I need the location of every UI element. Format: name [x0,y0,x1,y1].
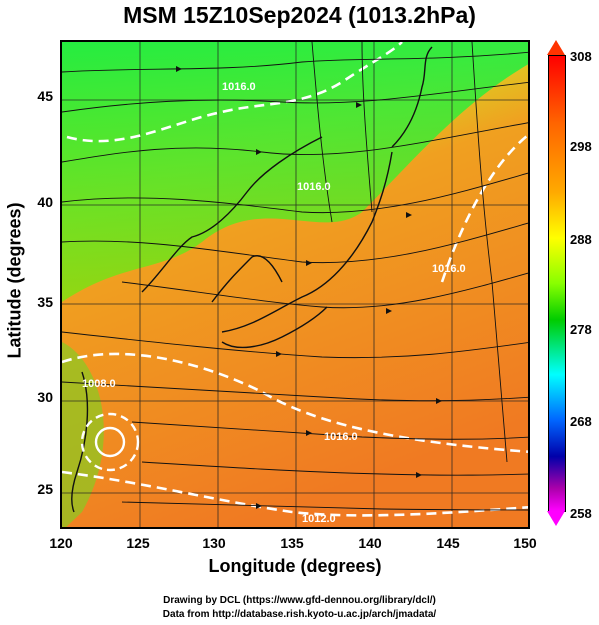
y-tick-label: 40 [37,194,53,210]
graticule [62,42,528,527]
map-canvas: 1016.0 1016.0 1012.0 1008.0 1016.0 1016.… [62,42,528,527]
colorbar-tick-label: 298 [570,139,592,154]
cool-airmass [62,42,528,302]
chart-title: MSM 15Z10Sep2024 (1013.2hPa) [123,2,476,28]
x-tick-label: 150 [513,535,537,551]
colorbar [548,55,566,512]
isobar-label: 1016.0 [432,263,466,275]
y-tick-label: 30 [37,389,53,405]
y-tick-label: 25 [37,481,53,497]
isobar-label: 1016.0 [297,181,331,193]
x-tick-label: 130 [202,535,226,551]
colorbar-min-triangle [547,511,565,526]
streamline-arrows [176,66,442,509]
isobar-lines [62,42,528,517]
y-axis-label: Latitude (degrees) [4,202,25,359]
coastlines [71,46,433,513]
x-axis-label: Longitude (degrees) [208,556,382,576]
map-panel: 1016.0 1016.0 1012.0 1008.0 1016.0 1016.… [60,40,530,529]
y-tick-label: 35 [37,294,53,310]
streamlines [62,42,528,511]
colorbar-tick-label: 268 [570,414,592,429]
x-tick-label: 145 [436,535,460,551]
isobar-label: 1016.0 [324,431,358,443]
isobar-label: 1008.0 [82,378,116,390]
x-tick-label: 135 [280,535,304,551]
credit-data: Data from http://database.rish.kyoto-u.a… [162,609,437,620]
x-tick-label: 120 [49,535,73,551]
colorbar-tick-label: 308 [570,49,592,64]
x-tick-label: 140 [358,535,382,551]
y-tick-label: 45 [37,88,53,104]
colorbar-tick-label: 288 [570,232,592,247]
isobar-labels: 1016.0 1016.0 1012.0 1008.0 1016.0 1016.… [82,81,466,525]
isobar-label: 1016.0 [222,81,256,93]
colorbar-tick-label: 278 [570,322,592,337]
typhoon-circulation [80,412,140,472]
isobar-label: 1012.0 [302,513,336,525]
x-tick-label: 125 [126,535,150,551]
credit-drawing: Drawing by DCL (https://www.gfd-dennou.o… [163,595,436,606]
colorbar-tick-label: 258 [570,506,592,521]
colorbar-max-triangle [547,40,565,55]
